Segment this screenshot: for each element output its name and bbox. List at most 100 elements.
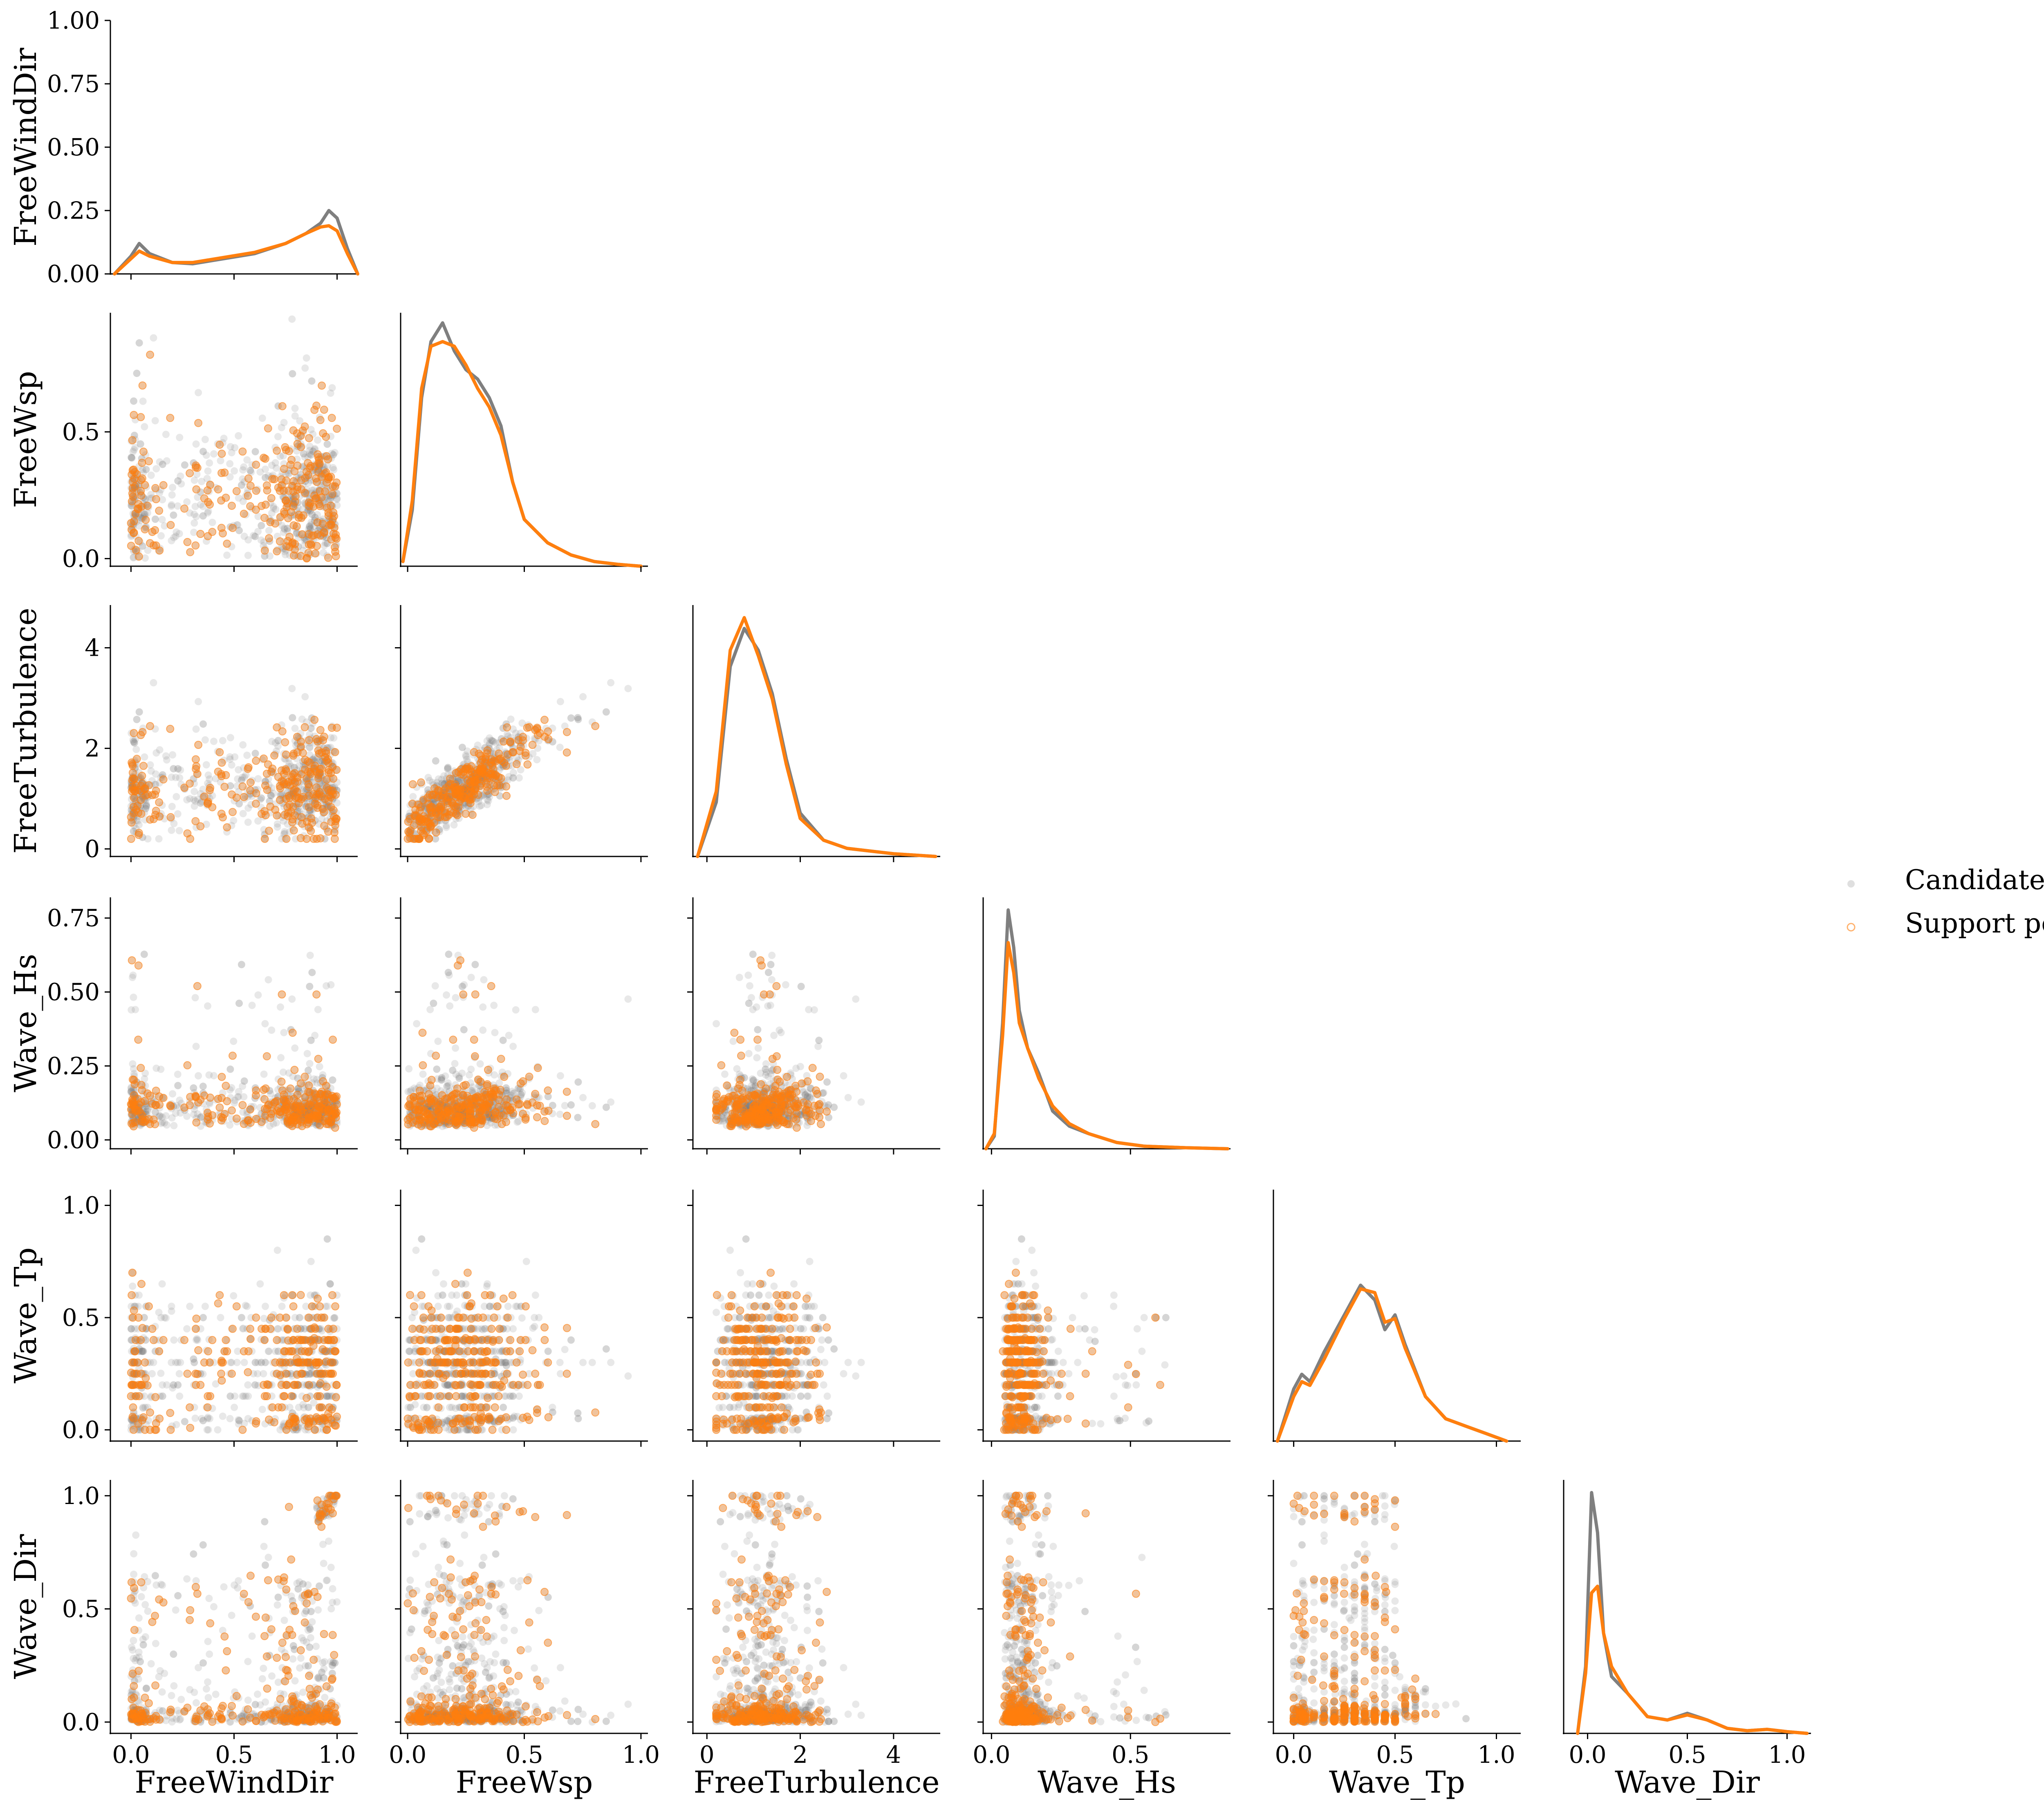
support-point	[244, 491, 252, 500]
candidate-point	[135, 522, 143, 530]
support-point	[276, 486, 284, 495]
support-point	[138, 459, 146, 467]
support-point	[149, 541, 158, 550]
support-point	[264, 424, 272, 433]
support-point	[203, 1108, 212, 1117]
support-point	[137, 1064, 145, 1072]
support-point	[240, 793, 248, 801]
candidate-point	[293, 447, 300, 455]
candidate-point	[624, 685, 632, 693]
candidate-point	[175, 827, 183, 834]
candidate-point	[294, 543, 302, 550]
panel-freeturbulence-vs-freeturbulence	[692, 605, 940, 862]
support-point	[417, 827, 425, 835]
candidate-point	[322, 539, 329, 547]
candidate-point	[226, 1121, 234, 1129]
candidate-point	[193, 513, 200, 520]
candidate-point	[509, 774, 517, 782]
candidate-point	[128, 436, 136, 444]
candidate-point	[240, 1093, 248, 1101]
support-point	[260, 834, 269, 843]
candidate-point	[197, 488, 204, 496]
candidate-point	[204, 507, 212, 515]
support-point	[246, 778, 255, 787]
support-point	[130, 411, 138, 419]
candidate-point	[278, 475, 285, 483]
candidate-point	[444, 764, 452, 771]
candidate-point	[156, 458, 164, 466]
support-point	[310, 1107, 319, 1116]
support-point	[516, 742, 525, 751]
candidate-point	[289, 370, 296, 378]
candidate-point	[556, 744, 564, 751]
candidate-point	[274, 433, 282, 441]
candidate-point	[312, 549, 319, 557]
support-point	[439, 787, 448, 795]
candidate-point	[288, 685, 296, 693]
candidate-point	[323, 982, 330, 990]
support-point	[303, 774, 311, 783]
candidate-point	[137, 440, 144, 448]
support-point	[281, 738, 289, 746]
support-point	[282, 750, 290, 759]
support-point	[268, 764, 277, 773]
candidate-point	[490, 1002, 498, 1009]
support-point	[271, 519, 280, 528]
candidate-point	[307, 518, 315, 526]
support-point	[134, 961, 143, 970]
candidate-point	[320, 498, 327, 506]
support-point	[278, 1086, 287, 1095]
candidate-point	[288, 456, 296, 464]
candidate-point	[274, 402, 282, 410]
candidate-point	[331, 449, 338, 457]
support-point	[300, 1072, 309, 1081]
candidate-point	[452, 1044, 459, 1052]
support-point	[217, 496, 226, 505]
support-point	[457, 770, 465, 778]
candidate-point	[141, 554, 149, 562]
support-point	[214, 485, 222, 494]
support-point	[134, 1036, 143, 1044]
candidate-point	[308, 377, 316, 385]
candidate-point	[162, 430, 170, 438]
candidate-point	[226, 523, 234, 531]
support-point	[215, 748, 224, 757]
candidate-point	[316, 1063, 323, 1070]
candidate-point	[205, 1071, 213, 1079]
candidate-point	[190, 529, 198, 536]
candidate-point	[280, 525, 288, 532]
support-point	[246, 1119, 255, 1127]
candidate-point	[290, 500, 298, 508]
support-point	[282, 767, 291, 775]
support-point	[305, 736, 313, 744]
candidate-point	[158, 516, 166, 523]
candidate-point	[199, 512, 207, 520]
support-point	[130, 1101, 138, 1110]
support-point	[260, 546, 269, 555]
support-point	[149, 815, 158, 823]
candidate-point	[201, 736, 209, 744]
candidate-point	[170, 511, 177, 519]
support-point	[310, 406, 319, 414]
support-point	[200, 1091, 208, 1100]
candidate-point	[168, 537, 175, 545]
support-point	[285, 533, 294, 541]
support-point	[223, 539, 231, 548]
candidate-point	[300, 450, 307, 457]
candidate-point	[262, 465, 269, 473]
support-point	[293, 439, 302, 448]
support-point	[183, 1061, 192, 1069]
support-point	[192, 461, 200, 470]
candidate-point	[173, 793, 180, 800]
candidate-point	[266, 1122, 273, 1130]
support-point	[415, 834, 424, 843]
support-point	[228, 502, 236, 510]
support-point	[155, 798, 164, 807]
candidate-point	[291, 412, 299, 420]
support-point	[284, 514, 292, 522]
candidate-point	[323, 440, 331, 448]
support-point	[128, 769, 137, 777]
support-point	[540, 715, 549, 724]
candidate-point	[129, 1060, 137, 1068]
candidate-point	[226, 734, 234, 742]
